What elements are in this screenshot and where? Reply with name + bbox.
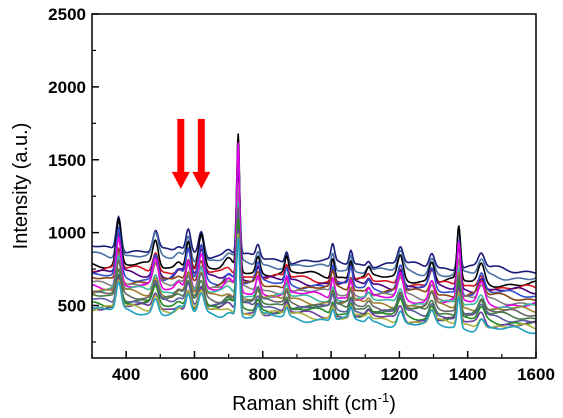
x-axis-title-main: Raman shift (cm — [232, 393, 378, 415]
x-axis-title: Raman shift (cm-1) — [232, 390, 396, 415]
x-axis-title-suffix: ) — [389, 393, 396, 415]
y-tick-label-500: 500 — [58, 297, 86, 316]
y-tick-label-2500: 2500 — [48, 5, 86, 24]
x-tick-label-1400: 1400 — [449, 365, 487, 384]
x-tick-label-1200: 1200 — [380, 365, 418, 384]
red-arrow-2 — [192, 118, 211, 189]
y-tick-label-2000: 2000 — [48, 78, 86, 97]
x-tick-label-400: 400 — [112, 365, 140, 384]
series-layer — [92, 133, 536, 335]
y-tick-label-1500: 1500 — [48, 151, 86, 170]
x-axis-title-superscript: -1 — [378, 390, 390, 405]
y-tick-label-1000: 1000 — [48, 224, 86, 243]
plot-frame — [91, 13, 537, 359]
ticks-layer: 400 600 800 1000 1200 1400 1600 500 1000 1500 2000… — [48, 5, 555, 384]
red-arrow-1 — [171, 118, 190, 189]
spectrum-line-9 — [92, 142, 536, 309]
spectrum-line-18 — [92, 237, 536, 335]
x-tick-label-600: 600 — [180, 365, 208, 384]
annotation-layer — [171, 118, 211, 189]
y-axis-title: Intensity (a.u.) — [10, 123, 32, 250]
x-tick-label-1000: 1000 — [312, 365, 350, 384]
x-tick-label-800: 800 — [249, 365, 277, 384]
x-tick-label-1600: 1600 — [517, 365, 555, 384]
